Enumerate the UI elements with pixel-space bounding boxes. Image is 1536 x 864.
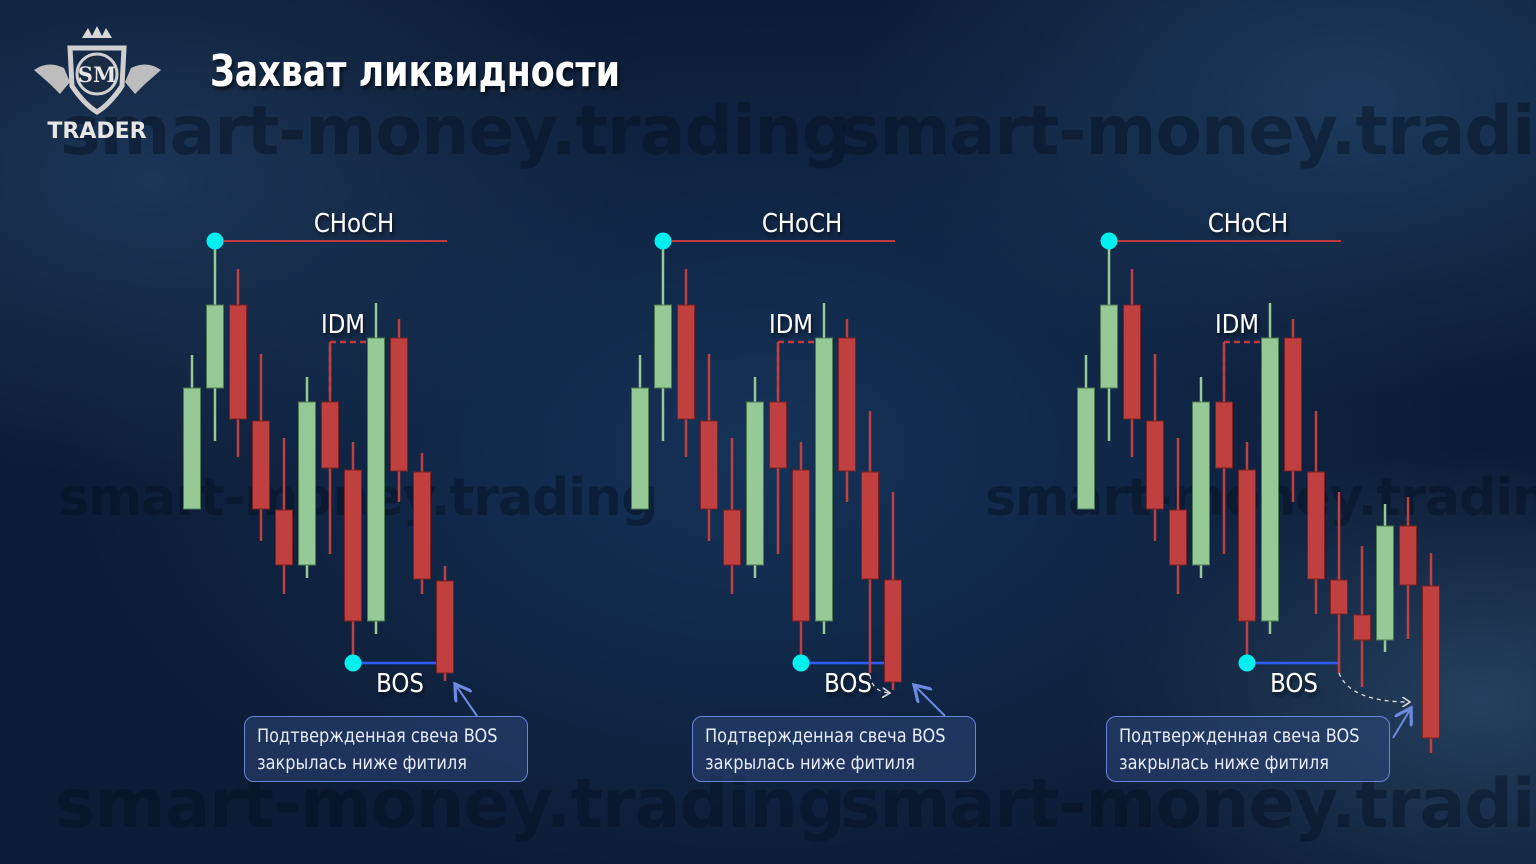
bearish-candle	[436, 580, 454, 674]
swing-high-dot	[654, 232, 672, 250]
watermark: smart-money.trading	[60, 92, 850, 171]
idm-line	[1222, 340, 1262, 392]
callout-arrow	[455, 684, 478, 717]
choch-label: CHoCH	[314, 208, 394, 239]
bearish-candle	[792, 469, 810, 622]
bearish-candle	[861, 471, 879, 580]
logo-text: TRADER	[47, 119, 146, 144]
watermark: smart-money.trading	[840, 92, 1536, 171]
callout-arrow	[914, 685, 946, 717]
callout-line: Подтвержденная свеча BOS	[705, 725, 946, 747]
idm-line	[328, 340, 368, 392]
bearish-candle	[321, 401, 339, 469]
bearish-candle	[769, 401, 787, 469]
bos-label: BOS	[824, 668, 872, 699]
bearish-candle	[1123, 304, 1141, 420]
bullish-candle	[183, 387, 201, 510]
bearish-candle	[252, 420, 270, 510]
panel-3: CHoCH IDM BOS	[1077, 208, 1440, 753]
bearish-candle	[1169, 509, 1187, 566]
bearish-candle	[1330, 579, 1348, 615]
bearish-candle	[1307, 471, 1325, 580]
panel-2: CHoCH IDM BOS	[631, 208, 946, 717]
callout-line: закрылась ниже фитиля	[1119, 752, 1329, 774]
bearish-candle	[413, 471, 431, 580]
bullish-candle	[1192, 401, 1210, 566]
bearish-candle	[1353, 614, 1371, 641]
bullish-candle	[1077, 387, 1095, 510]
bullish-candle	[746, 401, 764, 566]
callout-line: закрылась ниже фитиля	[257, 752, 467, 774]
idm-line	[776, 340, 816, 392]
swing-low-dot	[344, 654, 362, 672]
shield-icon	[67, 45, 127, 115]
choch-label: CHoCH	[762, 208, 842, 239]
callout-line: Подтвержденная свеча BOS	[257, 725, 498, 747]
bullish-candle	[1261, 337, 1279, 622]
bullish-candle	[1100, 304, 1118, 389]
bearish-candle	[275, 509, 293, 566]
callout-line: Подтвержденная свеча BOS	[1119, 725, 1360, 747]
bearish-candle	[700, 420, 718, 510]
logo-monogram: SM	[78, 62, 116, 87]
bearish-candle	[1146, 420, 1164, 510]
bos-label: BOS	[376, 668, 424, 699]
bull-icon	[125, 64, 161, 94]
swing-low-dot	[1238, 654, 1256, 672]
bearish-candle	[838, 337, 856, 472]
wick-curve-arrow	[1338, 672, 1410, 702]
bearish-candle	[1284, 337, 1302, 472]
bull-icon	[34, 64, 70, 94]
swing-high-dot	[206, 232, 224, 250]
logo: SM TRADER	[30, 24, 165, 144]
bos-label: BOS	[1270, 668, 1318, 699]
watermark: smart-money.trading	[985, 468, 1536, 528]
bearish-candle	[677, 304, 695, 420]
callout-line: закрылась ниже фитиля	[705, 752, 915, 774]
callout-box: Подтвержденная свеча BOS закрылась ниже ф…	[244, 716, 528, 782]
bearish-candle	[1422, 585, 1440, 739]
bullish-candle	[815, 337, 833, 622]
wick-curve-arrow	[869, 674, 890, 693]
bullish-candle	[654, 304, 672, 389]
choch-label: CHoCH	[1208, 208, 1288, 239]
bearish-candle	[229, 304, 247, 420]
bullish-candle	[631, 387, 649, 510]
bearish-candle	[884, 579, 902, 683]
swing-low-dot	[792, 654, 810, 672]
bearish-candle	[723, 509, 741, 566]
bullish-candle	[206, 304, 224, 389]
callout-arrow	[1392, 708, 1411, 739]
bullish-candle	[367, 337, 385, 622]
idm-label: IDM	[1215, 309, 1259, 340]
bearish-candle	[344, 469, 362, 622]
bullish-candle	[298, 401, 316, 566]
idm-label: IDM	[769, 309, 813, 340]
callout-box: Подтвержденная свеча BOS закрылась ниже ф…	[1106, 716, 1390, 782]
idm-label: IDM	[321, 309, 365, 340]
bearish-candle	[390, 337, 408, 472]
bearish-candle	[1215, 401, 1233, 469]
swing-high-dot	[1100, 232, 1118, 250]
bullish-candle	[1376, 525, 1394, 641]
bearish-candle	[1399, 525, 1417, 586]
crown-icon	[82, 26, 112, 38]
page-title: Захват ликвидности	[210, 46, 620, 97]
bearish-candle	[1238, 469, 1256, 622]
panel-1: CHoCH IDM BOS	[183, 208, 478, 717]
callout-box: Подтвержденная свеча BOS закрылась ниже ф…	[692, 716, 976, 782]
